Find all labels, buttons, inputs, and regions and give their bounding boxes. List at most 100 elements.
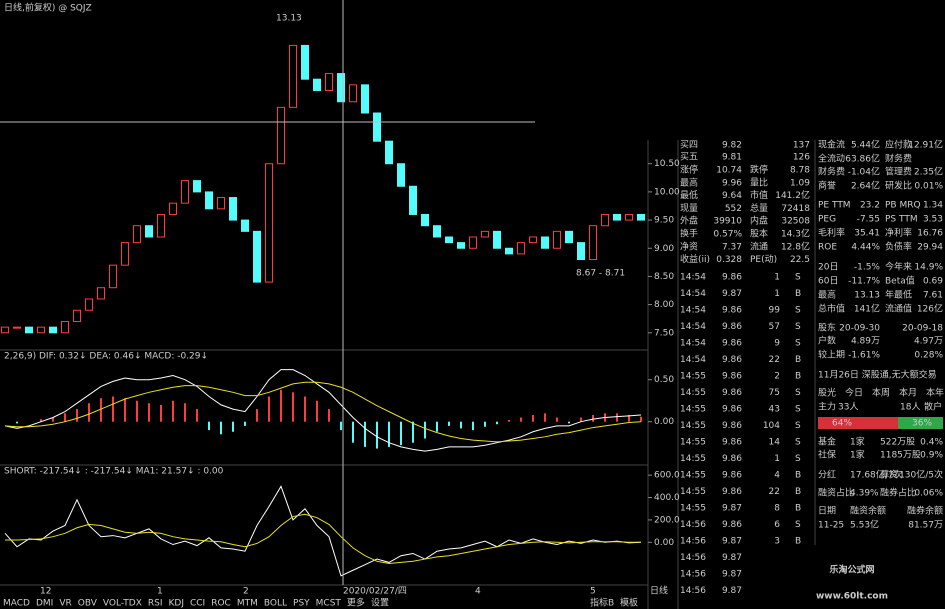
tab[interactable]: BOLL [264, 599, 287, 609]
table-cell: 13.13 [854, 291, 880, 301]
table-cell: ROE [818, 243, 837, 253]
tab[interactable]: 更多 [347, 597, 365, 609]
candle [421, 213, 429, 227]
table-cell: 全流动 [818, 153, 845, 165]
candle [409, 185, 417, 215]
flow-bar [898, 417, 943, 429]
y-tick-label: 7.50 [654, 328, 674, 338]
y-tick-label: 0.00 [654, 538, 674, 548]
table-cell: PS TTM [885, 215, 918, 225]
table-cell: 3.53 [923, 215, 943, 225]
flow-tab[interactable]: 本周 [872, 387, 890, 399]
x-tick-label: 4 [475, 587, 481, 597]
candle [97, 287, 105, 300]
table-cell: 14:56 [680, 520, 706, 530]
table-cell: S [795, 322, 801, 332]
y-tick-label: 10.00 [654, 187, 680, 197]
tab[interactable]: ROC [211, 599, 231, 609]
tab[interactable]: CCI [190, 599, 205, 609]
indicator-line [4, 369, 642, 452]
tab[interactable]: 设置 [371, 598, 389, 609]
table-cell: -11.7% [848, 277, 880, 287]
table-cell: 1家 [850, 449, 865, 461]
candle [25, 326, 33, 334]
table-cell: 8.78 [790, 166, 810, 176]
y-tick-label: 200.0 [654, 515, 680, 525]
candle [541, 236, 549, 249]
table-cell: 20日 [818, 262, 838, 273]
tab[interactable]: DMI [36, 599, 53, 609]
candle [445, 236, 453, 244]
candle [637, 213, 645, 221]
table-cell: 29.94 [917, 243, 943, 253]
table-cell: 126 [793, 153, 810, 163]
table-cell: PEG [818, 215, 836, 225]
table-cell: 最高 [818, 289, 836, 301]
table-cell: 14:56 [680, 553, 706, 563]
table-cell: 0.57% [713, 230, 742, 240]
table-cell: 16.76 [917, 229, 943, 239]
tab[interactable]: 指标B [590, 597, 614, 609]
table-cell: 0.01% [914, 182, 943, 192]
tab[interactable]: OBV [78, 599, 98, 609]
table-cell: S [795, 421, 801, 431]
table-cell: 60日 [818, 276, 838, 287]
candle [313, 78, 321, 91]
table-cell: S [795, 454, 801, 464]
table-cell: 流通值 [885, 303, 912, 315]
table-cell: 跌停 [750, 164, 768, 176]
table-cell: 22 [769, 487, 780, 497]
table-cell: 9.86 [722, 273, 742, 283]
table-cell: 6 [774, 520, 780, 530]
table-cell: S [795, 520, 801, 530]
table-cell: 9.87 [722, 537, 742, 547]
table-cell: 14:54 [680, 322, 706, 332]
candle [277, 106, 285, 165]
tab[interactable]: MCST [316, 599, 342, 609]
y-tick-label: 0.00 [654, 417, 674, 427]
table-cell: 买五 [680, 152, 698, 163]
flow-tab[interactable]: 本月 [899, 387, 917, 399]
tab[interactable]: RSI [148, 599, 163, 609]
y-tick-label: 10.50 [654, 159, 680, 169]
table-cell: 99 [769, 306, 781, 316]
table-cell: 买四 [680, 140, 698, 151]
table-cell: 年最低 [885, 289, 912, 301]
table-cell: 0.4% [920, 438, 943, 448]
tab[interactable]: MTM [237, 599, 258, 609]
candle [625, 213, 633, 221]
table-cell: 融券余额 [907, 505, 943, 517]
table-cell: 9.64 [722, 191, 742, 201]
tab[interactable]: MACD [3, 599, 30, 609]
table-cell: 净资 [680, 240, 698, 252]
candle [265, 163, 273, 283]
table-cell: 最高 [680, 176, 698, 188]
flow-tab[interactable]: 本年 [926, 387, 944, 399]
tab[interactable]: 模板 [620, 597, 638, 609]
indicator-line [5, 513, 641, 565]
candle [589, 225, 597, 261]
flow-tab[interactable]: 今日 [845, 387, 863, 399]
flow-label: 18人 [900, 402, 920, 413]
table-cell: 9.86 [722, 454, 742, 464]
table-cell: 43 [769, 405, 780, 415]
table-cell: S [795, 273, 801, 283]
candle [385, 140, 393, 165]
y-tick-label: 0.50 [654, 375, 674, 385]
table-cell: 总市值 [818, 303, 845, 315]
table-cell: 9.86 [722, 520, 742, 530]
table-cell: 72418 [781, 204, 810, 214]
table-cell: 1185万股 [880, 450, 921, 461]
table-cell: Beta值 [885, 275, 915, 287]
annotation: 8.67 - 8.71 [576, 269, 625, 279]
tab[interactable]: KDJ [168, 599, 184, 609]
tab[interactable]: PSY [293, 599, 310, 609]
table-cell: 最低 [680, 189, 698, 201]
table-cell: 管理费 [885, 166, 912, 178]
table-cell: 今年来 [885, 261, 912, 273]
tab[interactable]: VR [59, 599, 71, 609]
table-cell: 户数 [818, 335, 836, 347]
table-cell: S [795, 306, 801, 316]
table-cell: 75 [769, 388, 780, 398]
tab[interactable]: VOL-TDX [103, 599, 142, 609]
